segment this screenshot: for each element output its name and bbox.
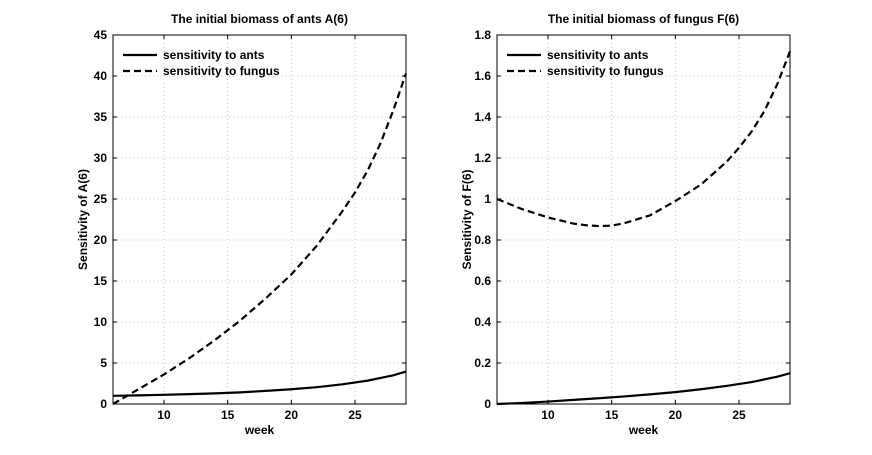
left-y-tick-label: 45 (94, 28, 108, 42)
left-x-axis-label: week (244, 423, 275, 437)
right-series-line-ants (496, 372, 791, 406)
left-x-tick-label: 10 (157, 408, 171, 422)
right-y-tick-label: 1.6 (474, 69, 491, 83)
left-y-tick-label: 0 (100, 397, 107, 411)
right-y-tick-label: 1.4 (474, 110, 491, 124)
right-series (496, 51, 792, 406)
left-x-tick-label: 20 (285, 408, 299, 422)
right-x-tick-label: 20 (669, 408, 683, 422)
left-y-tick-label: 20 (94, 233, 108, 247)
right-x-tick-label: 10 (541, 408, 555, 422)
left-y-tick-label: 10 (94, 315, 108, 329)
left-y-tick-label: 5 (100, 356, 107, 370)
right-legend-label-fungus: sensitivity to fungus (547, 64, 664, 78)
left-y-tick-label: 25 (94, 192, 108, 206)
left-legend-label-fungus: sensitivity to fungus (163, 64, 280, 78)
right-axes-frame (496, 34, 791, 405)
right-x-tick-label: 25 (732, 408, 746, 422)
left-y-tick-label: 35 (94, 110, 108, 124)
right-ticks: 10 15 20 25 0 0.2 0.4 0.6 0.8 1 1.2 1.4 1.6 1.8 (474, 28, 790, 422)
left-grid (113, 34, 406, 405)
left-legend-label-ants: sensitivity to ants (163, 48, 265, 62)
right-subplot: The initial biomass of fungus F(6) week … (460, 12, 792, 437)
right-y-tick-label: 0 (484, 397, 491, 411)
left-subplot: The initial biomass of ants A(6) week Se… (76, 12, 408, 437)
left-series-line-ants (112, 370, 407, 397)
right-series-line-fungus (496, 51, 792, 228)
right-x-tick-label: 15 (605, 408, 619, 422)
left-axes-frame (112, 34, 407, 405)
left-y-axis-label: Sensitivity of A(6) (76, 169, 90, 270)
right-x-axis-label: week (628, 423, 659, 437)
right-grid (497, 34, 790, 405)
left-y-tick-label: 30 (94, 151, 108, 165)
left-y-tick-label: 40 (94, 69, 108, 83)
left-legend: sensitivity to ants sensitivity to fungu… (123, 48, 280, 78)
right-y-tick-label: 1.2 (474, 151, 491, 165)
right-y-tick-label: 0.4 (474, 315, 491, 329)
left-series (112, 73, 408, 405)
left-series-line-fungus (112, 73, 408, 405)
right-y-axis-label: Sensitivity of F(6) (460, 169, 474, 269)
left-y-tick-label: 15 (94, 274, 108, 288)
left-x-tick-label: 25 (348, 408, 362, 422)
right-chart-title: The initial biomass of fungus F(6) (548, 12, 739, 26)
right-y-tick-label: 0.6 (474, 274, 491, 288)
right-legend-label-ants: sensitivity to ants (547, 48, 649, 62)
right-y-tick-label: 0.2 (474, 356, 491, 370)
left-x-tick-label: 15 (221, 408, 235, 422)
left-chart-title: The initial biomass of ants A(6) (171, 12, 348, 26)
right-y-tick-label: 1.8 (474, 28, 491, 42)
right-y-tick-label: 0.8 (474, 233, 491, 247)
right-legend: sensitivity to ants sensitivity to fungu… (507, 48, 664, 78)
right-y-tick-label: 1 (484, 192, 491, 206)
